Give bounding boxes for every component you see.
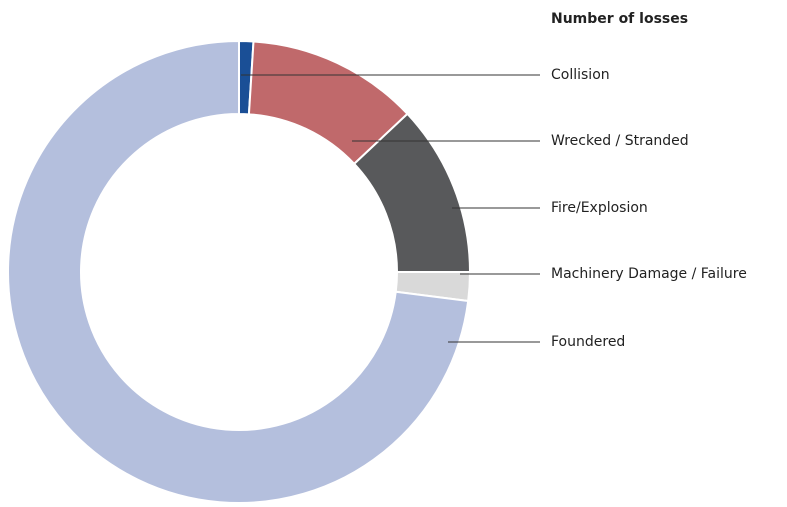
legend-label: Foundered: [551, 334, 625, 350]
legend-label: Fire/Explosion: [551, 200, 648, 216]
legend-label: Machinery Damage / Failure: [551, 266, 747, 282]
chart-title: Number of losses: [551, 11, 688, 27]
legend-label: Wrecked / Stranded: [551, 133, 689, 149]
legend-label: Collision: [551, 67, 610, 83]
